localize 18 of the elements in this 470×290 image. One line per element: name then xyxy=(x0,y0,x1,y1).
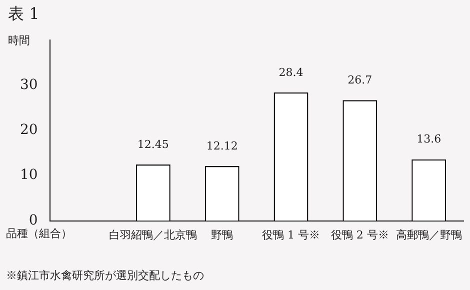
data-label: 26.7 xyxy=(348,73,372,86)
data-label: 12.12 xyxy=(206,139,238,152)
x-tick-label: 野鴨 xyxy=(211,228,234,242)
y-axis-title: 時間 xyxy=(8,33,30,48)
y-tick-label: 10 xyxy=(20,167,38,184)
y-tick-label: 0 xyxy=(28,212,38,228)
y-tick-label: 30 xyxy=(20,76,38,93)
y-tick-label: 20 xyxy=(20,122,38,138)
x-tick-label: 役鴨 1 号※ xyxy=(262,228,320,242)
data-label: 12.45 xyxy=(137,138,169,151)
x-tick-label: 高郵鴨／野鴨 xyxy=(396,228,462,242)
x-tick-label: 役鴨 2 号※ xyxy=(330,228,389,242)
text: ※鎮江市水禽研究所が選別交配したもの xyxy=(6,268,204,283)
data-label: 13.6 xyxy=(416,132,442,146)
x-axis-title: 品種（組合） xyxy=(6,226,72,241)
x-tick-label: 白羽紹鴨／北京鴨 xyxy=(109,228,198,242)
chart-title: 表 1 xyxy=(8,4,40,25)
data-label: 28.4 xyxy=(278,66,304,79)
